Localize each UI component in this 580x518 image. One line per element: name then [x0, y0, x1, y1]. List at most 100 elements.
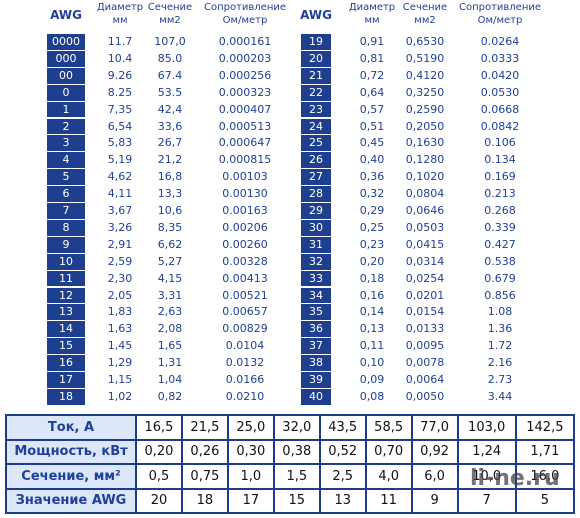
cell: 1,04: [157, 373, 183, 386]
awg-cell: 25: [301, 135, 331, 153]
cell: 2,59: [107, 254, 133, 268]
cell: 107,0: [154, 35, 186, 48]
awg-cell: 31: [301, 236, 331, 254]
awg-cell: 0: [47, 84, 85, 102]
awg-cell: 38: [301, 355, 331, 372]
awg-cell: 7: [47, 203, 85, 220]
cell: 0,14: [359, 305, 385, 319]
cell: 5,27: [157, 254, 183, 268]
cell: 0,6530: [405, 35, 445, 48]
cell: 1,02: [107, 389, 133, 403]
cell: 0,2050: [405, 119, 445, 133]
cell: 0,0415: [405, 237, 445, 251]
awg-cell: 17: [47, 372, 85, 389]
cell: 0.00103: [222, 170, 268, 184]
cell: 0,75: [180, 463, 229, 490]
awg-cell: 8: [47, 219, 85, 237]
cell: 0.0333: [480, 51, 520, 65]
cell: 11.7: [107, 35, 133, 48]
cell: 20: [135, 487, 183, 514]
cell: 0,4120: [405, 68, 445, 82]
cell: 0.0210: [225, 389, 265, 403]
cell: 3,67: [107, 204, 133, 217]
cell: 1,29: [107, 356, 133, 370]
cell: 0,20: [135, 438, 183, 465]
cell: 0,64: [359, 85, 385, 99]
awg-cell: 1: [47, 101, 85, 119]
cell: 53.5: [157, 85, 183, 99]
row-label: Ток, А: [5, 414, 137, 441]
cell: 0,40: [359, 153, 385, 167]
cell: 0.0264: [480, 35, 520, 48]
cell: 0,91: [359, 35, 385, 48]
cell: 25,0: [226, 414, 275, 441]
cell: 0.169: [484, 170, 516, 184]
cell: 0.0668: [480, 102, 520, 116]
cell: 6,0: [410, 463, 459, 490]
cell: 11: [364, 487, 413, 514]
awg-cell: 00: [47, 67, 85, 85]
cell: 0,0646: [405, 204, 445, 217]
cell: 0,0078: [405, 356, 445, 370]
cell: 0,51: [359, 119, 385, 133]
cell: 0,1630: [405, 136, 445, 150]
cell: 0.00260: [222, 237, 268, 251]
row: Ток, А 16,5 21,5 25,0 32,0 43,5 58,5 77,0 103,0 1…: [5, 414, 576, 441]
cell: 17: [226, 487, 275, 514]
cell: 2,91: [107, 237, 133, 251]
cell: 0.00206: [222, 220, 268, 234]
cell: 3,26: [107, 220, 133, 234]
cell: 0,09: [359, 373, 385, 386]
header-cell: Сопротивление: [458, 2, 542, 13]
cell: 5,19: [107, 153, 133, 167]
awg-cell: 37: [301, 338, 331, 356]
cell: 1,0: [226, 463, 275, 490]
cell: 0,0503: [405, 220, 445, 234]
cell: 4,11: [107, 187, 133, 201]
row: Значение AWG 20 18 17 15 13 11 9 7 5: [5, 487, 576, 514]
cell: 2,08: [157, 322, 183, 336]
cell: 10.4: [107, 51, 133, 65]
cell: 1,31: [157, 356, 183, 370]
awg-cell: 18: [47, 388, 85, 406]
cell: 42,4: [157, 102, 183, 116]
cell: 43,5: [318, 414, 367, 441]
cell: 1.72: [487, 339, 513, 353]
cell: 18: [180, 487, 229, 514]
row-label: Значение AWG: [5, 487, 137, 514]
cell: 0,20: [359, 254, 385, 268]
awg-cell: 27: [301, 169, 331, 187]
cell: 10,6: [157, 204, 183, 217]
awg-cell: 19: [301, 34, 331, 51]
awg-cell: 24: [301, 118, 331, 136]
header-cell: мм: [112, 15, 128, 26]
cell: 85.0: [157, 51, 183, 65]
awg-cell: 14: [47, 321, 85, 339]
cell: 0,0804: [405, 187, 445, 201]
cell: 1,24: [456, 438, 517, 465]
cell: 0.00328: [222, 254, 268, 268]
row: Мощность, кВт 0,20 0,26 0,30 0,38 0,52 0,70 0,9…: [5, 438, 576, 465]
cell: 103,0: [456, 414, 517, 441]
cell: 0,2590: [405, 102, 445, 116]
cell: 6,62: [157, 237, 183, 251]
awg-cell: 2: [47, 118, 85, 136]
cell: 33,6: [157, 119, 183, 133]
header-cell: мм: [364, 15, 380, 26]
awg-cell: 16: [47, 355, 85, 372]
cell: 9.26: [107, 68, 133, 82]
awg-cell: 0000: [47, 34, 85, 51]
cell: 1,63: [107, 322, 133, 336]
cell: 0,23: [359, 237, 385, 251]
cell: 1,71: [514, 438, 576, 465]
cell: 15: [272, 487, 321, 514]
cell: 0,29: [359, 204, 385, 217]
cell: 0.00657: [222, 305, 268, 319]
awg-cell: 10: [47, 253, 85, 271]
cell: 8,35: [157, 220, 183, 234]
header-cell: Сечение: [147, 2, 193, 13]
cell: 0.000513: [218, 119, 272, 133]
cell: 1.36: [487, 322, 513, 336]
header-cell: Сопротивление: [203, 2, 287, 13]
cell: 0.000407: [218, 102, 272, 116]
